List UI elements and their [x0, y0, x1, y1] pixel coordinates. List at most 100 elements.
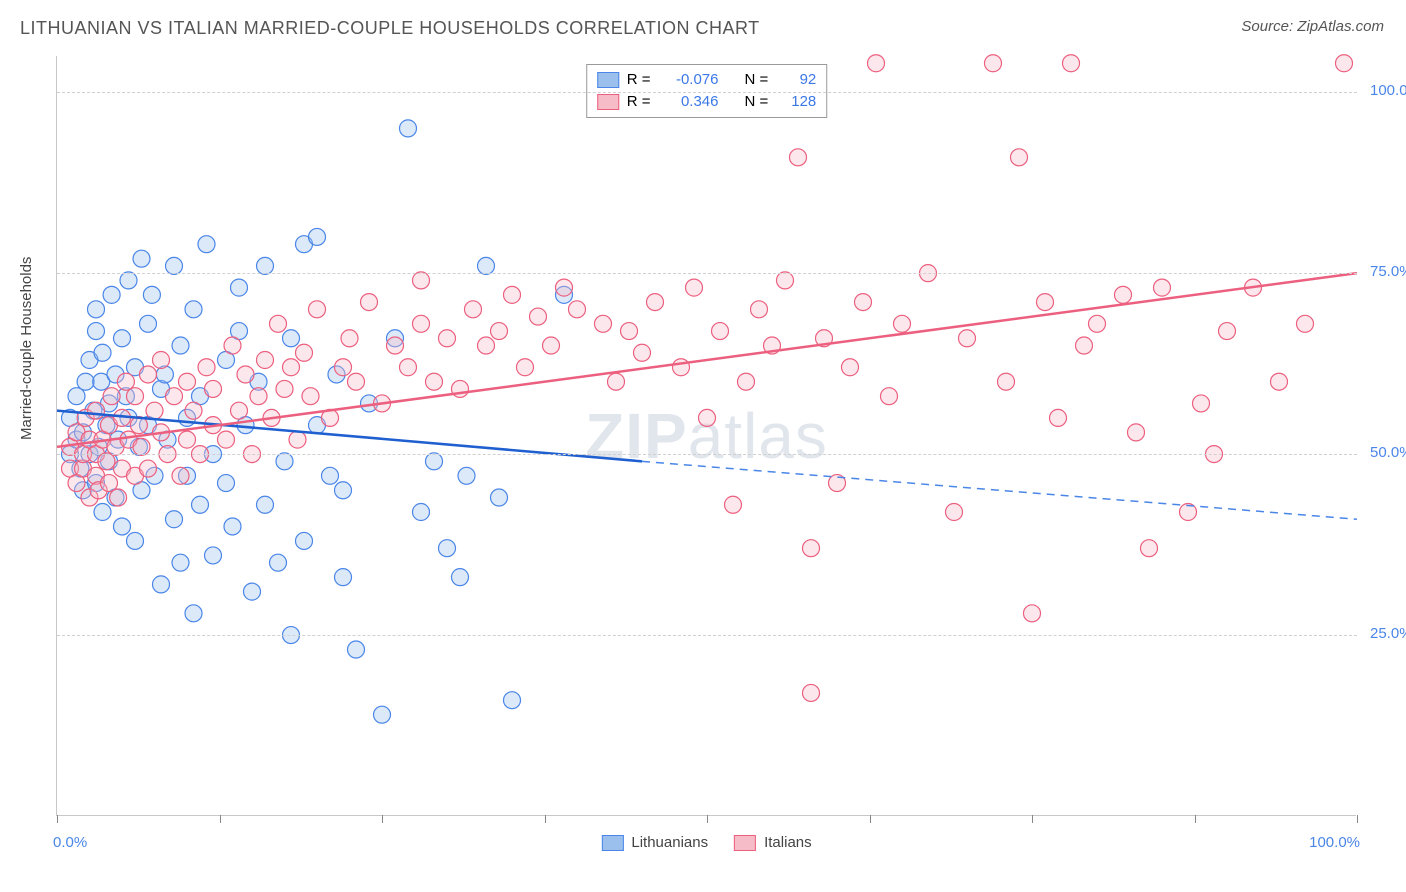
data-point	[335, 482, 352, 499]
x-tick	[1195, 815, 1196, 823]
data-point	[361, 294, 378, 311]
legend-n-value: 92	[776, 69, 816, 91]
source-label: Source:	[1241, 18, 1293, 35]
data-point	[595, 315, 612, 332]
data-point	[88, 301, 105, 318]
data-point	[556, 279, 573, 296]
data-point	[283, 330, 300, 347]
data-point	[224, 337, 241, 354]
data-point	[458, 467, 475, 484]
data-point	[322, 467, 339, 484]
trend-line-extrapolated	[642, 461, 1357, 519]
data-point	[166, 257, 183, 274]
data-point	[120, 272, 137, 289]
data-point	[341, 330, 358, 347]
data-point	[103, 388, 120, 405]
data-point	[205, 547, 222, 564]
data-point	[868, 55, 885, 72]
data-point	[738, 373, 755, 390]
data-point	[133, 250, 150, 267]
data-point	[309, 228, 326, 245]
x-tick	[382, 815, 383, 823]
data-point	[478, 257, 495, 274]
data-point	[127, 388, 144, 405]
data-point	[257, 352, 274, 369]
data-point	[257, 257, 274, 274]
data-point	[1297, 315, 1314, 332]
data-point	[673, 359, 690, 376]
y-tick-label: 75.0%	[1358, 263, 1406, 280]
data-point	[1024, 605, 1041, 622]
data-point	[1154, 279, 1171, 296]
data-point	[218, 431, 235, 448]
data-point	[231, 279, 248, 296]
data-point	[452, 569, 469, 586]
data-point	[94, 344, 111, 361]
chart-container: { "title": "LITHUANIAN VS ITALIAN MARRIE…	[0, 0, 1406, 892]
y-axis-title: Married-couple Households	[18, 257, 35, 440]
data-point	[172, 554, 189, 571]
data-point	[803, 540, 820, 557]
data-point	[94, 504, 111, 521]
data-point	[289, 431, 306, 448]
data-point	[1115, 286, 1132, 303]
data-point	[621, 323, 638, 340]
data-point	[270, 554, 287, 571]
data-point	[699, 409, 716, 426]
data-point	[803, 684, 820, 701]
data-point	[894, 315, 911, 332]
data-point	[504, 286, 521, 303]
data-point	[185, 301, 202, 318]
legend-label: Italians	[764, 834, 812, 851]
data-point	[110, 489, 127, 506]
data-point	[257, 496, 274, 513]
y-tick-label: 50.0%	[1358, 444, 1406, 461]
x-tick	[1032, 815, 1033, 823]
legend-r-label: R =	[627, 69, 651, 91]
data-point	[1128, 424, 1145, 441]
data-point	[179, 373, 196, 390]
data-point	[712, 323, 729, 340]
gridline	[57, 273, 1357, 274]
legend-swatch	[734, 835, 756, 851]
data-point	[790, 149, 807, 166]
data-point	[1037, 294, 1054, 311]
legend-item: Italians	[734, 834, 812, 851]
data-point	[400, 359, 417, 376]
x-tick	[870, 815, 871, 823]
data-point	[751, 301, 768, 318]
data-point	[998, 373, 1015, 390]
data-point	[276, 453, 293, 470]
data-point	[426, 373, 443, 390]
data-point	[179, 431, 196, 448]
data-point	[296, 532, 313, 549]
legend-n-value: 128	[776, 91, 816, 113]
data-point	[530, 308, 547, 325]
data-point	[250, 388, 267, 405]
x-tick	[220, 815, 221, 823]
data-point	[439, 330, 456, 347]
source-link[interactable]: ZipAtlas.com	[1297, 18, 1384, 35]
data-point	[686, 279, 703, 296]
data-point	[985, 55, 1002, 72]
data-point	[348, 641, 365, 658]
legend-item: Lithuanians	[601, 834, 708, 851]
data-point	[1141, 540, 1158, 557]
source-attribution: Source: ZipAtlas.com	[1241, 18, 1384, 35]
data-point	[1076, 337, 1093, 354]
legend-r-label: R =	[627, 91, 651, 113]
data-point	[296, 344, 313, 361]
data-point	[133, 438, 150, 455]
data-point	[335, 569, 352, 586]
data-point	[166, 511, 183, 528]
x-tick	[57, 815, 58, 823]
data-point	[491, 489, 508, 506]
data-point	[959, 330, 976, 347]
data-point	[413, 272, 430, 289]
data-point	[237, 366, 254, 383]
data-point	[270, 315, 287, 332]
data-point	[224, 518, 241, 535]
data-point	[88, 323, 105, 340]
legend-swatch	[597, 94, 619, 110]
data-point	[166, 388, 183, 405]
